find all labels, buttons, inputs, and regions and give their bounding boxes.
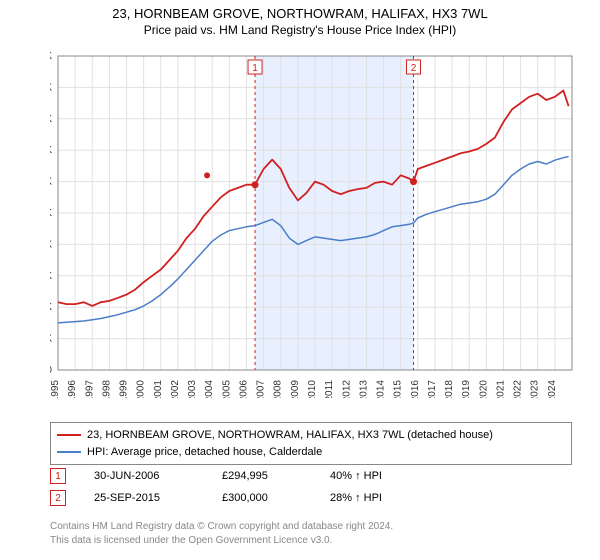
- svg-text:2020: 2020: [478, 380, 489, 398]
- price-chart: £0 £50K £100K £150K £200K £250K £300K £350K £400…: [50, 48, 580, 398]
- svg-text:£200K: £200K: [50, 239, 52, 250]
- svg-text:2016: 2016: [410, 380, 421, 398]
- svg-text:2021: 2021: [495, 380, 506, 398]
- svg-text:£150K: £150K: [50, 271, 52, 282]
- svg-text:1997: 1997: [84, 380, 95, 398]
- svg-text:£500K: £500K: [50, 51, 52, 62]
- sale-date: 30-JUN-2006: [94, 470, 194, 482]
- svg-text:2008: 2008: [273, 380, 284, 398]
- footer-line2: This data is licensed under the Open Gov…: [50, 534, 572, 548]
- sale-delta: 28% ↑ HPI: [330, 492, 430, 504]
- sale-marker: 2: [50, 490, 66, 506]
- legend-label: 23, HORNBEAM GROVE, NORTHOWRAM, HALIFAX,…: [87, 427, 493, 444]
- svg-text:2024: 2024: [547, 380, 558, 398]
- svg-text:1999: 1999: [119, 380, 130, 398]
- svg-text:2015: 2015: [393, 380, 404, 398]
- legend-row: HPI: Average price, detached house, Cald…: [57, 444, 565, 461]
- svg-text:2012: 2012: [341, 380, 352, 398]
- svg-text:2010: 2010: [307, 380, 318, 398]
- svg-text:2011: 2011: [324, 380, 335, 398]
- svg-text:2018: 2018: [444, 380, 455, 398]
- footer-line1: Contains HM Land Registry data © Crown c…: [50, 520, 572, 534]
- sale-date: 25-SEP-2015: [94, 492, 194, 504]
- svg-text:2022: 2022: [513, 380, 524, 398]
- page-title: 23, HORNBEAM GROVE, NORTHOWRAM, HALIFAX,…: [0, 6, 600, 21]
- footer-note: Contains HM Land Registry data © Crown c…: [50, 520, 572, 548]
- svg-text:£50K: £50K: [50, 334, 52, 345]
- svg-text:2019: 2019: [461, 380, 472, 398]
- svg-text:2002: 2002: [170, 380, 181, 398]
- svg-text:£400K: £400K: [50, 114, 52, 125]
- svg-text:2017: 2017: [427, 380, 438, 398]
- legend: 23, HORNBEAM GROVE, NORTHOWRAM, HALIFAX,…: [50, 422, 572, 465]
- sale-delta: 40% ↑ HPI: [330, 470, 430, 482]
- svg-text:2014: 2014: [376, 380, 387, 398]
- svg-text:2006: 2006: [238, 380, 249, 398]
- svg-text:£250K: £250K: [50, 208, 52, 219]
- svg-text:1: 1: [252, 63, 258, 74]
- svg-text:2001: 2001: [153, 380, 164, 398]
- svg-text:2003: 2003: [187, 380, 198, 398]
- legend-row: 23, HORNBEAM GROVE, NORTHOWRAM, HALIFAX,…: [57, 427, 565, 444]
- sale-marker: 1: [50, 468, 66, 484]
- svg-text:2: 2: [411, 63, 417, 74]
- sale-price: £300,000: [222, 492, 302, 504]
- svg-text:2000: 2000: [136, 380, 147, 398]
- svg-text:2007: 2007: [256, 380, 267, 398]
- svg-text:2004: 2004: [204, 380, 215, 398]
- sale-price: £294,995: [222, 470, 302, 482]
- legend-swatch: [57, 451, 81, 453]
- svg-text:1996: 1996: [67, 380, 78, 398]
- svg-text:2023: 2023: [530, 380, 541, 398]
- svg-text:2009: 2009: [290, 380, 301, 398]
- svg-text:£100K: £100K: [50, 302, 52, 313]
- svg-text:1998: 1998: [101, 380, 112, 398]
- svg-text:2013: 2013: [358, 380, 369, 398]
- svg-text:1995: 1995: [50, 380, 61, 398]
- sale-row: 2 25-SEP-2015 £300,000 28% ↑ HPI: [50, 490, 572, 506]
- svg-text:£300K: £300K: [50, 177, 52, 188]
- sale-list: 1 30-JUN-2006 £294,995 40% ↑ HPI 2 25-SEP-201…: [50, 468, 572, 512]
- svg-text:£450K: £450K: [50, 82, 52, 93]
- svg-text:2005: 2005: [221, 380, 232, 398]
- legend-label: HPI: Average price, detached house, Cald…: [87, 444, 322, 461]
- legend-swatch: [57, 434, 81, 436]
- svg-text:£0: £0: [50, 365, 52, 376]
- page-subtitle: Price paid vs. HM Land Registry's House …: [0, 23, 600, 37]
- sale-row: 1 30-JUN-2006 £294,995 40% ↑ HPI: [50, 468, 572, 484]
- svg-text:£350K: £350K: [50, 145, 52, 156]
